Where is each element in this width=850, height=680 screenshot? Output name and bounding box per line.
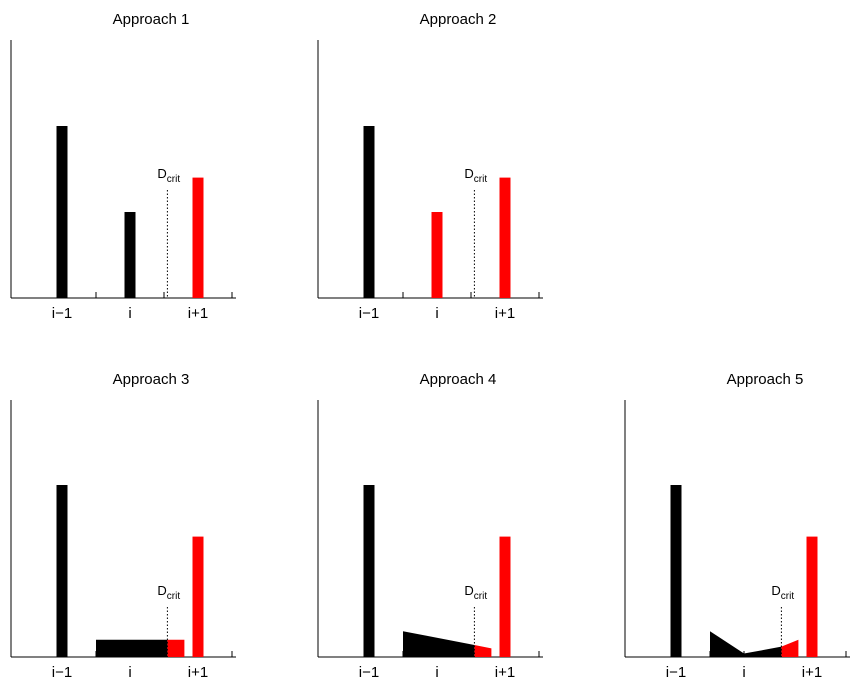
affected-region — [474, 644, 492, 657]
affected-bar — [192, 536, 204, 657]
panel-approach-3: Approach 3 i−1 i i+1 Dcrit — [10, 371, 236, 680]
dcrit-label-base: D — [157, 166, 166, 181]
unaffected-region — [710, 631, 782, 657]
dcrit-label-base: D — [771, 583, 780, 598]
dcrit-label-subscript: crit — [167, 174, 181, 185]
affected-bar — [806, 536, 818, 657]
dcrit-label-subscript: crit — [474, 591, 488, 602]
panel-approach-4: Approach 4 i−1 i i+1 Dcrit — [317, 371, 543, 680]
x-tick-label: i−1 — [666, 664, 686, 680]
panel-title: Approach 2 — [420, 11, 497, 28]
dcrit-label-base: D — [464, 166, 473, 181]
x-tick-label: i+1 — [495, 664, 515, 680]
affected-bar — [499, 177, 511, 298]
panel-title: Approach 3 — [113, 371, 190, 388]
x-tick-label: i+1 — [495, 305, 515, 322]
x-tick-label: i+1 — [188, 664, 208, 680]
dcrit-label: Dcrit — [157, 166, 180, 185]
unaffected-bar — [56, 485, 68, 657]
x-tick-label: i+1 — [188, 305, 208, 322]
x-tick-label: i — [128, 305, 131, 322]
panel-approach-1: Approach 1 i−1 i i+1 Dcrit — [10, 11, 236, 322]
dcrit-label: Dcrit — [464, 166, 487, 185]
x-tick-label: i — [435, 664, 438, 680]
x-tick-label: i−1 — [52, 305, 72, 322]
panel-title: Approach 5 — [727, 371, 804, 388]
dcrit-label: Dcrit — [771, 583, 794, 602]
dcrit-label-subscript: crit — [474, 174, 488, 185]
unaffected-region — [96, 639, 168, 657]
dcrit-label-base: D — [157, 583, 166, 598]
panel-approach-2: Approach 2 i−1 i i+1 Dcrit — [317, 11, 543, 322]
unaffected-bar — [56, 126, 68, 298]
x-tick-label: i — [742, 664, 745, 680]
dcrit-label: Dcrit — [157, 583, 180, 602]
unaffected-region — [403, 631, 475, 657]
x-tick-label: i — [128, 664, 131, 680]
affected-bar — [192, 177, 204, 298]
panel-title: Approach 1 — [113, 11, 190, 28]
unaffected-bar — [124, 212, 136, 298]
x-tick-label: i+1 — [802, 664, 822, 680]
x-tick-label: i−1 — [52, 664, 72, 680]
x-tick-label: i−1 — [359, 305, 379, 322]
unaffected-bar — [363, 485, 375, 657]
affected-region — [167, 639, 185, 657]
affected-bar — [499, 536, 511, 657]
panel-approach-5: Approach 5 i−1 i i+1 Dcrit — [624, 371, 850, 680]
dcrit-label: Dcrit — [464, 583, 487, 602]
dcrit-label-subscript: crit — [167, 591, 181, 602]
unaffected-bar — [363, 126, 375, 298]
affected-bar — [431, 212, 443, 298]
dcrit-label-subscript: crit — [781, 591, 795, 602]
unaffected-bar — [670, 485, 682, 657]
affected-region — [781, 639, 799, 657]
x-tick-label: i−1 — [359, 664, 379, 680]
panel-title: Approach 4 — [420, 371, 497, 388]
dcrit-label-base: D — [464, 583, 473, 598]
x-tick-label: i — [435, 305, 438, 322]
